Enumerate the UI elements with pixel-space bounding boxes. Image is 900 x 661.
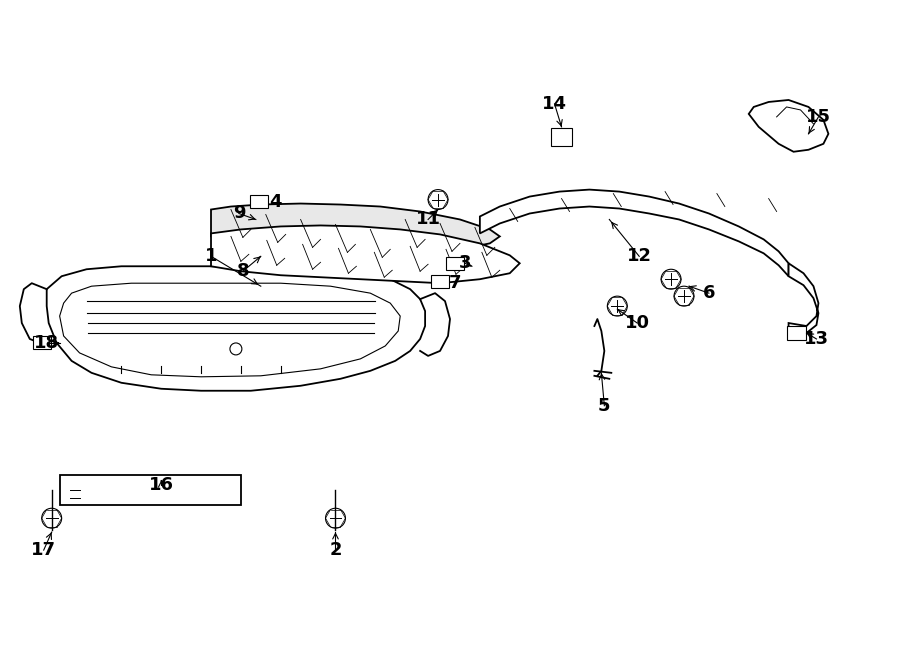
FancyBboxPatch shape — [431, 275, 449, 288]
Polygon shape — [59, 475, 241, 505]
Text: 13: 13 — [804, 330, 829, 348]
Circle shape — [41, 508, 61, 528]
Circle shape — [662, 269, 681, 289]
Text: 1: 1 — [205, 247, 217, 265]
FancyBboxPatch shape — [32, 336, 50, 350]
Text: 3: 3 — [459, 254, 472, 272]
FancyBboxPatch shape — [551, 128, 572, 146]
PathPatch shape — [480, 190, 788, 276]
Text: 5: 5 — [598, 397, 610, 414]
Text: 16: 16 — [148, 477, 174, 494]
Text: 17: 17 — [32, 541, 56, 559]
PathPatch shape — [47, 266, 425, 391]
Circle shape — [674, 286, 694, 306]
Text: 12: 12 — [626, 247, 652, 265]
FancyBboxPatch shape — [250, 195, 268, 208]
Text: 2: 2 — [329, 541, 342, 559]
Circle shape — [428, 190, 448, 210]
Text: 6: 6 — [703, 284, 716, 302]
Circle shape — [608, 296, 627, 316]
Text: 15: 15 — [806, 108, 831, 126]
Polygon shape — [211, 204, 500, 253]
Circle shape — [326, 508, 346, 528]
Text: 4: 4 — [269, 192, 282, 211]
Text: 14: 14 — [542, 95, 567, 113]
Polygon shape — [749, 100, 828, 152]
Text: 10: 10 — [625, 314, 650, 332]
FancyBboxPatch shape — [787, 325, 806, 340]
FancyBboxPatch shape — [446, 257, 464, 270]
PathPatch shape — [788, 263, 818, 336]
Polygon shape — [211, 225, 519, 283]
Text: 9: 9 — [232, 204, 245, 223]
Text: 18: 18 — [34, 334, 59, 352]
Text: 8: 8 — [237, 262, 249, 280]
Text: 11: 11 — [416, 210, 441, 229]
Text: 7: 7 — [449, 274, 461, 292]
